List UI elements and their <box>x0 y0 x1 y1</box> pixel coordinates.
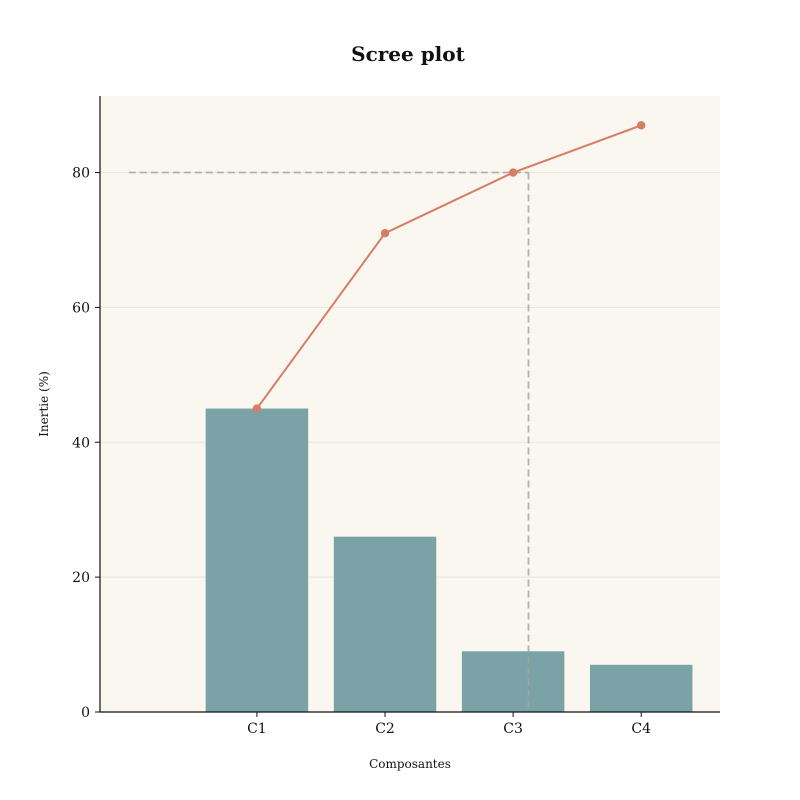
bar-c1 <box>205 408 309 712</box>
line-point-c3 <box>508 168 518 177</box>
x-tick-label-c4: C4 <box>631 721 651 737</box>
x-tick-label-c1: C1 <box>247 721 267 737</box>
cumulative-line <box>256 124 642 410</box>
bar-c4 <box>589 664 693 712</box>
bar-c2 <box>333 536 437 712</box>
y-tick-label-0: 0 <box>81 705 90 721</box>
reference-lines <box>128 171 530 712</box>
y-tick-label-1: 20 <box>72 570 90 586</box>
cumulative-line-series <box>252 121 646 413</box>
x-axis-ticks: C1 C2 C3 C4 <box>247 712 651 737</box>
bar-series <box>205 408 693 712</box>
x-tick-label-c2: C2 <box>375 721 395 737</box>
y-axis-ticks: 0 20 40 60 80 <box>72 166 100 721</box>
line-point-c4 <box>637 121 646 130</box>
y-tick-label-3: 60 <box>72 300 90 316</box>
axes <box>99 96 720 713</box>
line-point-c2 <box>380 229 390 238</box>
line-point-c1 <box>252 404 262 413</box>
y-tick-label-2: 40 <box>72 435 90 451</box>
chart-title: Scree plot <box>351 42 465 66</box>
bar-c3 <box>461 651 565 712</box>
y-tick-label-4: 80 <box>72 166 90 182</box>
x-axis-label: Composantes <box>369 757 451 771</box>
x-tick-label-c3: C3 <box>503 721 523 737</box>
y-axis-label: Inertie (%) <box>37 371 51 437</box>
